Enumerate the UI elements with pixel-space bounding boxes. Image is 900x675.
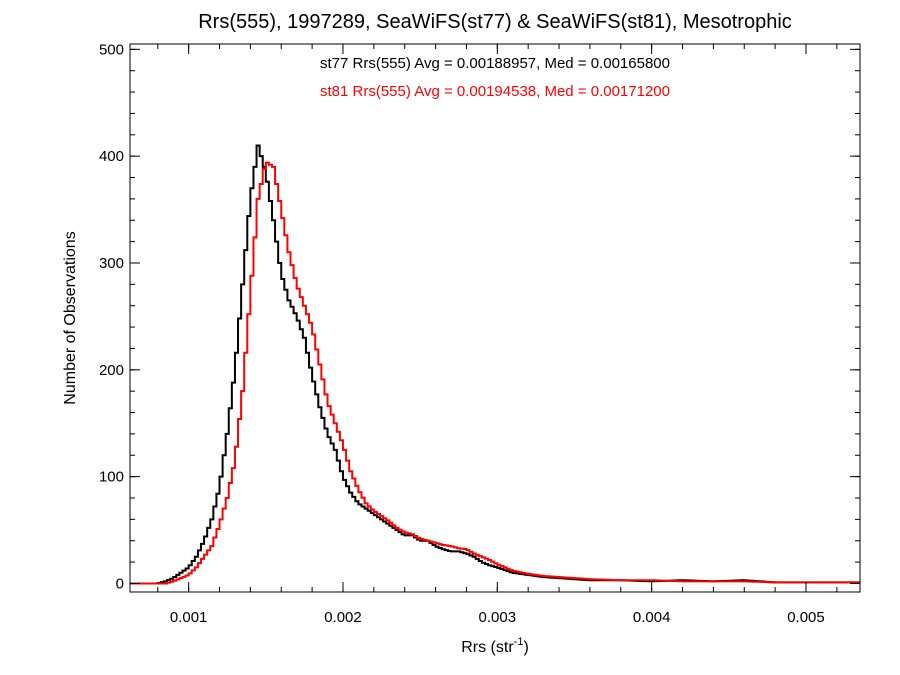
x-axis-label-main: Rrs (str [461, 639, 514, 656]
y-tick-label: 400 [99, 148, 124, 165]
x-tick-label: 0.002 [324, 609, 362, 626]
chart-title: Rrs(555), 1997289, SeaWiFS(st77) & SeaWi… [198, 11, 792, 33]
histogram-series-1 [130, 161, 860, 585]
x-tick-label: 0.004 [633, 609, 671, 626]
annotation-st77: st77 Rrs(555) Avg = 0.00188957, Med = 0.… [320, 55, 670, 72]
y-tick-label: 200 [99, 362, 124, 379]
x-tick-label: 0.001 [170, 609, 208, 626]
y-tick-label: 300 [99, 255, 124, 272]
axis-ticks: 0.001 0.002 0.003 0.004 0.005 0 100 200 300 400 50… [99, 41, 860, 626]
x-axis-label: Rrs (str-1) [461, 636, 529, 656]
y-axis-label: Number of Observations [62, 231, 79, 404]
x-axis-label-close: ) [523, 639, 528, 656]
annotation-st81: st81 Rrs(555) Avg = 0.00194538, Med = 0.… [320, 83, 670, 100]
x-tick-label: 0.003 [479, 609, 517, 626]
y-tick-label: 500 [99, 41, 124, 58]
x-axis-label-superscript: -1 [514, 636, 524, 648]
series-layer [130, 144, 860, 585]
y-tick-label: 100 [99, 469, 124, 486]
y-tick-label: 0 [116, 575, 124, 592]
x-tick-label: 0.005 [787, 609, 825, 626]
plot-frame [129, 43, 861, 593]
